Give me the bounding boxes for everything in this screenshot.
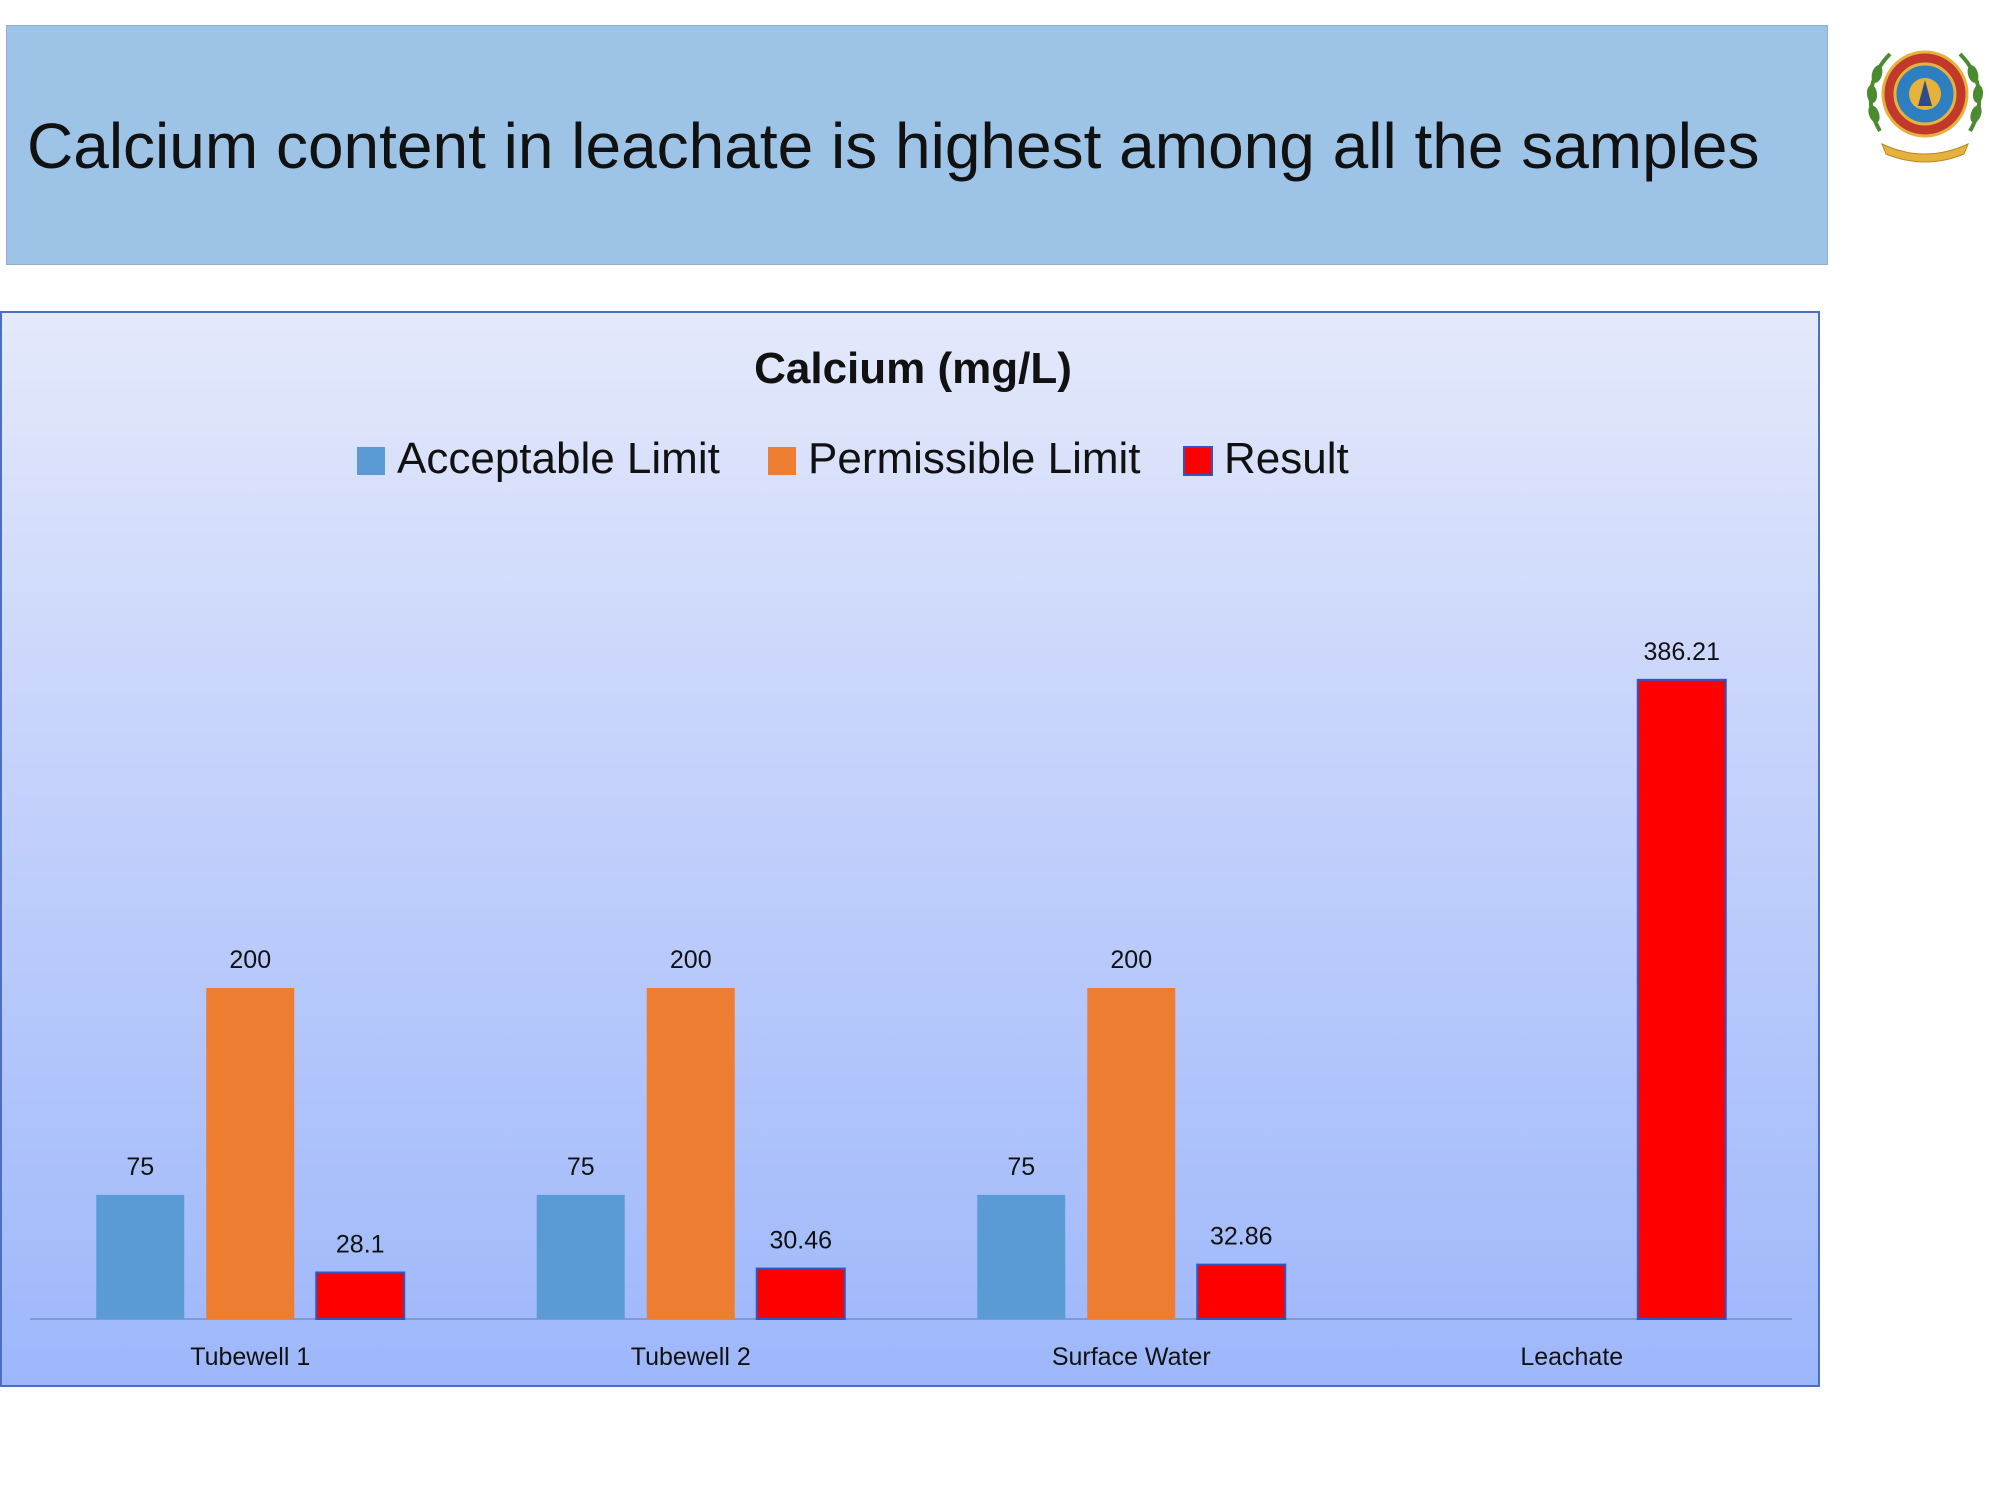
data-label-2-3: 386.21 xyxy=(1644,638,1720,666)
data-label-0-1: 75 xyxy=(567,1153,595,1181)
bar-2-0 xyxy=(315,1271,406,1321)
chart-title: Calcium (mg/L) xyxy=(754,344,1072,393)
data-label-1-0: 200 xyxy=(229,946,271,974)
bar-2-2 xyxy=(1196,1263,1287,1320)
bar-2-1 xyxy=(755,1267,846,1320)
legend-label-1: Permissible Limit xyxy=(808,434,1141,483)
x-tick-label-2: Surface Water xyxy=(1052,1343,1211,1371)
legend-label-0: Acceptable Limit xyxy=(397,434,720,483)
x-tick-label-0: Tubewell 1 xyxy=(190,1343,310,1371)
bar-0-0 xyxy=(96,1194,185,1319)
bar-1-1 xyxy=(646,988,735,1319)
slide-title: Calcium content in leachate is highest a… xyxy=(27,110,1760,182)
bar-0-2 xyxy=(977,1194,1066,1319)
legend-label-2: Result xyxy=(1224,434,1349,483)
data-label-2-2: 32.86 xyxy=(1210,1223,1273,1251)
institution-emblem-logo xyxy=(1866,50,1984,163)
data-label-2-0: 28.1 xyxy=(336,1230,385,1258)
bar-1-2 xyxy=(1087,988,1176,1319)
legend-swatch-2 xyxy=(1183,446,1213,476)
calcium-bar-chart: Calcium (mg/L) Acceptable Limit Permissibl… xyxy=(30,344,1792,1371)
data-label-1-1: 200 xyxy=(670,946,712,974)
legend-swatch-0 xyxy=(357,447,385,475)
x-tick-label-3: Leachate xyxy=(1520,1343,1623,1371)
data-label-1-2: 200 xyxy=(1110,946,1152,974)
chart-panel: Calcium (mg/L) Acceptable Limit Permissibl… xyxy=(0,311,1820,1387)
bar-0-1 xyxy=(536,1194,625,1319)
bar-1-0 xyxy=(206,988,295,1319)
bar-2-3 xyxy=(1636,678,1727,1320)
data-label-0-0: 75 xyxy=(126,1153,154,1181)
slide-header: Calcium content in leachate is highest a… xyxy=(6,25,1828,265)
data-label-2-1: 30.46 xyxy=(769,1227,832,1255)
data-label-0-2: 75 xyxy=(1007,1153,1035,1181)
x-tick-label-1: Tubewell 2 xyxy=(631,1343,751,1371)
legend-swatch-1 xyxy=(768,447,796,475)
